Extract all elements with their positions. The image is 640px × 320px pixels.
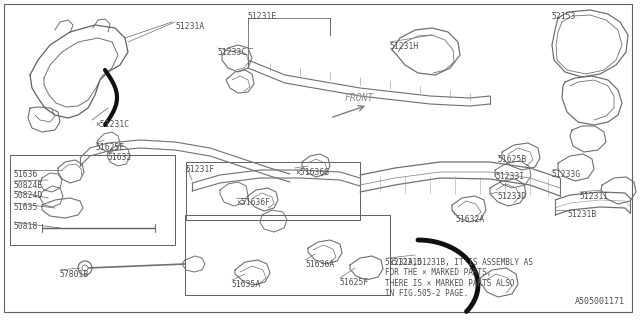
Text: 51233G: 51233G — [552, 170, 581, 179]
Text: 51231B: 51231B — [568, 210, 597, 219]
Text: FRONT: FRONT — [345, 93, 374, 103]
Text: 51231H: 51231H — [390, 42, 419, 51]
Text: 50824D: 50824D — [14, 191, 44, 200]
Text: 51636A: 51636A — [305, 260, 334, 269]
Text: 51636: 51636 — [14, 170, 38, 179]
Text: 51635: 51635 — [14, 203, 38, 212]
Text: 51625E: 51625E — [96, 143, 125, 152]
Text: 51231A,51231B, IT IS ASSEMBLY AS
FOR THE × MARKED PARTS,
THERE IS × MARKED PARTS: 51231A,51231B, IT IS ASSEMBLY AS FOR THE… — [385, 258, 533, 298]
Text: 51231E: 51231E — [248, 12, 277, 21]
Text: 51231I: 51231I — [580, 192, 609, 201]
Text: 52153: 52153 — [552, 12, 577, 21]
Text: ×51636F: ×51636F — [236, 198, 270, 207]
Text: 57801B: 57801B — [60, 270, 89, 279]
Text: 51625B: 51625B — [498, 155, 527, 164]
Text: 51632A: 51632A — [455, 215, 484, 224]
Text: 51233I: 51233I — [496, 172, 525, 181]
Text: 51625F: 51625F — [340, 278, 369, 287]
Bar — [186, 162, 360, 220]
Text: 51632: 51632 — [108, 153, 132, 162]
Text: 51231A: 51231A — [175, 22, 204, 31]
Bar — [10, 155, 175, 245]
Text: 51233D: 51233D — [498, 192, 527, 201]
Text: 50818: 50818 — [14, 222, 38, 231]
Text: ×51636G: ×51636G — [295, 168, 329, 177]
Text: A505001171: A505001171 — [575, 297, 625, 306]
Text: 51233C: 51233C — [218, 48, 247, 57]
Bar — [185, 215, 390, 295]
Text: ×51231D: ×51231D — [388, 258, 422, 267]
Text: ×51231C: ×51231C — [95, 120, 129, 129]
Text: 51231F: 51231F — [186, 165, 215, 174]
Text: 50824E: 50824E — [14, 181, 44, 190]
Text: 51635A: 51635A — [232, 280, 261, 289]
